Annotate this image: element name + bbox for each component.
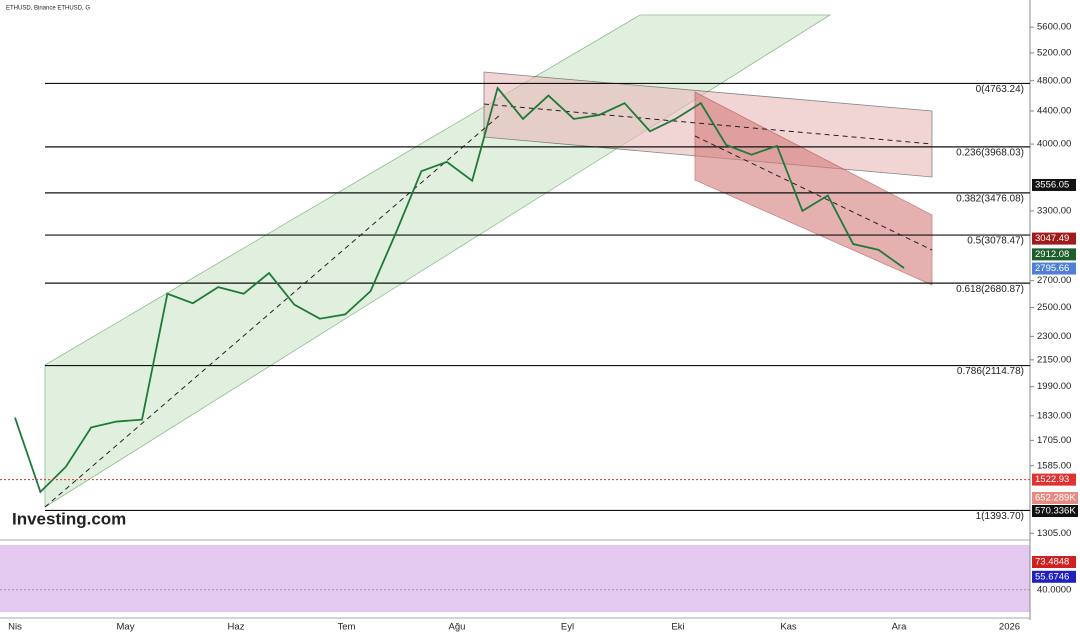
- volume-badge: [1032, 492, 1078, 504]
- x-tick-label: Kas: [780, 622, 797, 633]
- price-badge: [1032, 178, 1076, 191]
- fib-label: 0.618(2680.87): [956, 284, 1024, 295]
- stoch-badge: [1032, 556, 1076, 569]
- mid-line: [483, 103, 933, 145]
- fib-label: 0.382(3476.08): [956, 194, 1024, 205]
- fib-label: 0(4763.24): [976, 84, 1024, 95]
- trend-line: [44, 114, 501, 508]
- price-badge-label: 1522.93: [1035, 474, 1069, 485]
- x-tick-label: Tem: [338, 622, 356, 633]
- y-tick-label: 1990.00: [1037, 381, 1071, 392]
- x-tick-label: 2026: [999, 622, 1020, 633]
- x-tick-label: Haz: [228, 622, 245, 633]
- volume-badge: [1032, 505, 1078, 517]
- stoch-badge-label: 55.6746: [1035, 571, 1069, 582]
- price-badge-label: 3047.49: [1035, 233, 1069, 244]
- x-tick-label: Nis: [8, 622, 22, 633]
- fib-label: 1(1393.70): [976, 511, 1024, 522]
- volume-badge-label: 652.289K: [1035, 493, 1076, 504]
- y-tick-label: 3300.00: [1037, 205, 1071, 216]
- price-badge-label: 2795.66: [1035, 263, 1069, 274]
- chart-title: ETHUSD, Binance ETHUSD, G: [6, 6, 90, 12]
- y-tick-label: 1305.00: [1037, 528, 1071, 539]
- y-tick-label: 2300.00: [1037, 331, 1071, 342]
- x-tick-label: Eki: [671, 622, 684, 633]
- y-tick-label: 1705.00: [1037, 435, 1071, 446]
- price-badge: [1032, 473, 1076, 486]
- down-channel: [694, 91, 933, 286]
- price-badge: [1032, 262, 1076, 275]
- stoch-badge-label: 73.4848: [1035, 557, 1069, 568]
- x-tick-label: Eyl: [561, 622, 574, 633]
- stoch-pane: [0, 545, 1030, 612]
- volume-badge-label: 570.336K: [1035, 506, 1076, 517]
- y-tick-label: 2500.00: [1037, 302, 1071, 313]
- logo: Investing.com: [12, 509, 126, 528]
- price-line: [14, 86, 905, 494]
- price-badge-label: 3556.05: [1035, 179, 1069, 190]
- stoch-badge: [1032, 570, 1076, 583]
- price-badge: [1032, 232, 1076, 245]
- price-badge-label: 2912.08: [1035, 249, 1069, 260]
- y-tick-label: 4400.00: [1037, 105, 1071, 116]
- y-tick-label: 5600.00: [1037, 22, 1071, 33]
- y-tick-label: 4800.00: [1037, 75, 1071, 86]
- mid-line: [694, 135, 933, 251]
- x-tick-label: May: [117, 622, 135, 633]
- fib-label: 0.786(2114.78): [957, 366, 1024, 377]
- y-tick-label: 2150.00: [1037, 354, 1071, 365]
- stoch-tick-label: 40.0000: [1037, 584, 1071, 595]
- y-tick-label: 2700.00: [1037, 275, 1071, 286]
- x-tick-label: Ağu: [449, 622, 466, 633]
- price-badge: [1032, 248, 1076, 261]
- y-tick-label: 1585.00: [1037, 460, 1071, 471]
- x-tick-label: Ara: [892, 622, 908, 633]
- y-tick-label: 4000.00: [1037, 139, 1071, 150]
- fib-label: 0.236(3968.03): [956, 148, 1024, 159]
- fib-label: 0.5(3078.47): [967, 236, 1024, 247]
- y-tick-label: 1830.00: [1037, 410, 1071, 421]
- y-tick-label: 5200.00: [1037, 47, 1071, 58]
